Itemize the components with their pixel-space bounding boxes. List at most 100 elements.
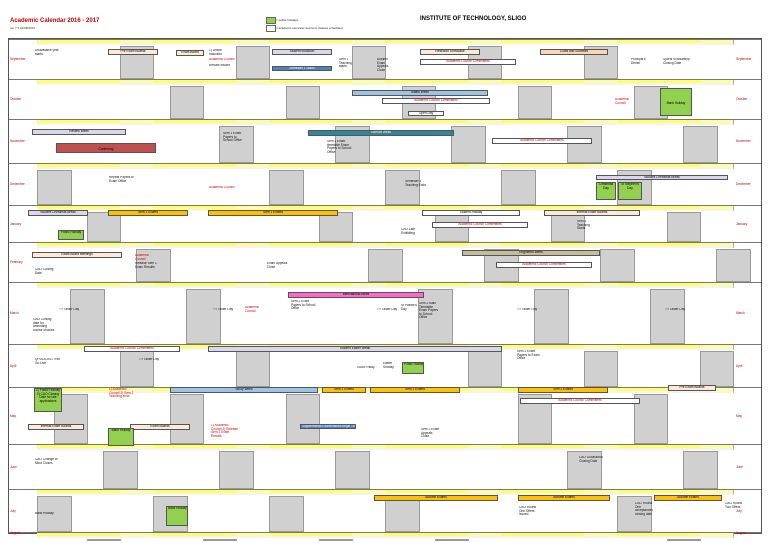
day-number-cell — [103, 246, 121, 248]
event-clubs-societies: Clubs and Societies — [540, 49, 608, 55]
note-online-induction: 1) Online Induction — [209, 49, 222, 56]
day-number-cell — [136, 167, 154, 169]
day-number-cell — [484, 43, 502, 45]
event-student-christmas-break: Student Christmas Break — [596, 175, 728, 180]
day-number-cell — [335, 536, 353, 538]
day-number-cell — [467, 286, 486, 288]
day-number-cell — [550, 167, 569, 169]
day-number-cell — [119, 493, 138, 495]
day-number-cell — [699, 246, 718, 248]
month-row — [9, 444, 761, 490]
note-apr-open: QPDLA 2017 Exit Go Live — [35, 358, 60, 365]
day-number-cell — [699, 391, 718, 393]
day-number-cell — [600, 83, 618, 85]
day-number-cell — [699, 167, 718, 169]
weekend-block — [368, 249, 404, 282]
weekend-block — [666, 212, 702, 242]
event-exam-boards-jun: Exam Boards — [130, 424, 190, 430]
day-number-cell — [617, 43, 635, 45]
note-st-patricks: St Patrick's Day — [401, 304, 417, 311]
month-label-september: September — [10, 57, 26, 61]
note-aug-bank: Bank Holiday — [35, 512, 54, 515]
day-number-cell — [434, 448, 453, 450]
day-number-cell — [186, 536, 204, 538]
day-number-cell — [302, 536, 320, 538]
day-number-cell — [666, 167, 685, 169]
day-number-cell — [269, 83, 287, 85]
day-number-cell — [534, 246, 552, 248]
day-number-cell — [86, 43, 105, 45]
weekend-block — [534, 289, 569, 344]
day-number-cell — [302, 448, 320, 450]
day-number-cell — [103, 493, 121, 495]
day-number-cell — [617, 167, 635, 169]
day-number-cell — [219, 43, 237, 45]
event-academic-council-committees-oct: Academic Council Committees — [382, 98, 490, 104]
day-number-cell — [650, 536, 668, 538]
weekend-block — [385, 170, 420, 205]
note-feb-cao: CAO Closing Date — [35, 268, 54, 275]
day-number-cell — [136, 286, 154, 288]
day-number-cell — [567, 536, 585, 538]
day-number-cell — [583, 167, 602, 169]
day-number-cell — [37, 167, 55, 169]
day-number-cell — [53, 536, 72, 538]
weekend-block — [202, 539, 238, 541]
day-number-cell — [318, 493, 337, 495]
day-number-cell — [534, 123, 552, 125]
month-row — [9, 205, 761, 243]
weekend-block — [683, 451, 718, 489]
day-number-cell — [517, 43, 536, 45]
day-number-cell — [153, 123, 171, 125]
day-number-cell — [285, 448, 304, 450]
day-number-cell — [219, 83, 237, 85]
day-number-cell — [103, 83, 121, 85]
day-number-cell — [434, 123, 453, 125]
day-number-cell — [600, 536, 618, 538]
day-number-cell — [666, 536, 685, 538]
day-number-cell — [650, 209, 668, 211]
month-label-may: May — [10, 413, 17, 418]
day-number-cell — [70, 391, 88, 393]
day-number-cell — [534, 286, 552, 288]
event-sem2-exams-b: Sem 2 Exams — [370, 387, 460, 393]
day-number-cell — [517, 286, 536, 288]
weekday-header-cell — [716, 243, 734, 246]
day-number-cell — [699, 83, 718, 85]
day-number-cell — [501, 83, 519, 85]
day-number-cell — [434, 536, 453, 538]
day-number-cell — [617, 246, 635, 248]
weekend-block — [600, 249, 636, 282]
day-number-cell — [70, 167, 88, 169]
event-sem1-exams-b: Sem 1 Exams — [208, 210, 338, 216]
day-number-cell — [451, 123, 469, 125]
day-number-cell — [70, 123, 88, 125]
day-number-cell — [683, 83, 701, 85]
day-number-cell — [53, 43, 72, 45]
day-number-cell — [285, 536, 304, 538]
day-number-cell — [716, 348, 734, 350]
event-international-week: International Week — [288, 292, 424, 298]
day-number-cell — [517, 536, 536, 538]
day-number-cell — [219, 286, 237, 288]
event-autumn-exams-a: Autumn Exams — [374, 495, 498, 501]
day-number-cell — [467, 83, 486, 85]
day-number-cell — [186, 123, 204, 125]
day-number-cell — [517, 167, 536, 169]
weekday-header-cell — [716, 388, 734, 391]
day-number-cell — [534, 536, 552, 538]
day-number-cell — [484, 246, 502, 248]
weekend-block — [583, 46, 619, 79]
day-number-cell — [650, 83, 668, 85]
event-pre-exam-boards-may: Pre Exam Boards — [668, 385, 716, 391]
note-sep-council: Academic Council — [209, 58, 235, 61]
day-number-cell — [119, 167, 138, 169]
day-number-cell — [86, 123, 105, 125]
day-number-cell — [86, 246, 105, 248]
day-number-cell — [186, 448, 204, 450]
month-label-right-september: September — [736, 57, 752, 61]
day-number-cell — [219, 246, 237, 248]
day-number-cell — [252, 448, 270, 450]
day-number-cell — [550, 246, 569, 248]
day-number-cell — [583, 246, 602, 248]
